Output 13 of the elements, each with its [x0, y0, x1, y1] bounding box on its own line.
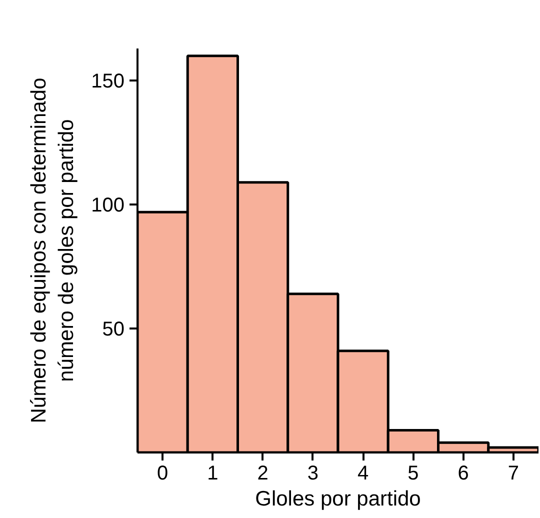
x-tick-label: 1: [207, 462, 218, 484]
x-axis-title: Gloles por partido: [255, 488, 421, 510]
x-tick-label: 3: [307, 462, 318, 484]
y-tick-label: 150: [91, 70, 125, 93]
x-tick-label: 6: [458, 462, 469, 484]
x-tick-label: 0: [157, 462, 168, 484]
x-tick-label: 2: [257, 462, 268, 484]
x-tick-label: 4: [358, 462, 369, 484]
y-tick-label: 100: [91, 194, 125, 217]
y-axis-title: Número de equipos con determinado número de goles por partido: [28, 78, 78, 424]
y-tick-label: 50: [102, 318, 125, 341]
x-tick-label: 7: [508, 462, 519, 484]
x-tick-label: 5: [408, 462, 419, 484]
